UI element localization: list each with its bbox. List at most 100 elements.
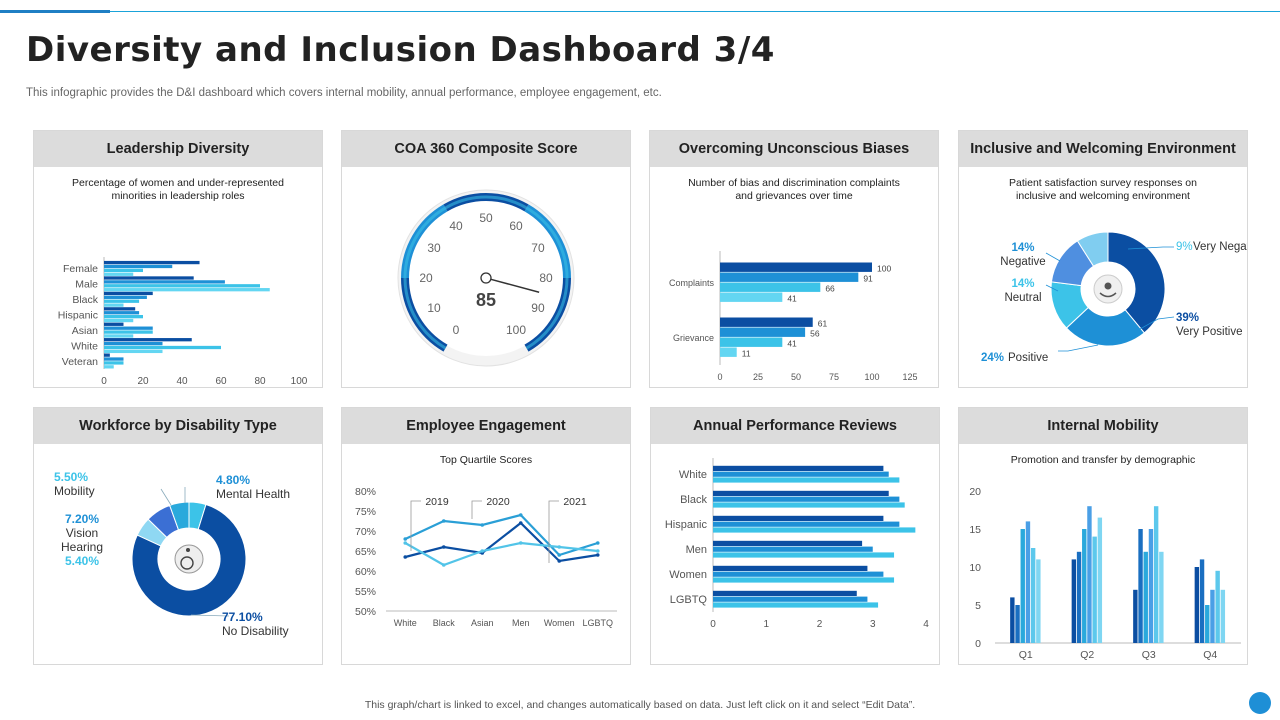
data-label: 61 xyxy=(818,318,828,328)
gauge-tick-label: 60 xyxy=(509,219,523,233)
bar xyxy=(1143,551,1148,643)
x-tick-label: Black xyxy=(433,618,456,628)
data-point xyxy=(441,519,446,523)
bar xyxy=(1036,559,1041,643)
series-line xyxy=(404,521,598,563)
slice-pct: 24% xyxy=(981,352,1004,364)
bar xyxy=(104,345,221,350)
bar xyxy=(104,326,153,330)
callout-line xyxy=(1139,316,1175,330)
gauge-tick-label: 70 xyxy=(531,241,545,255)
bar xyxy=(1199,559,1205,643)
callout-line xyxy=(548,500,559,563)
bar xyxy=(104,318,134,323)
x-tick-label: 3 xyxy=(870,619,876,630)
bar xyxy=(713,502,905,508)
callout-line xyxy=(1127,246,1174,250)
category-tick-label: Veteran xyxy=(62,356,98,368)
panel-title: Leadership Diversity xyxy=(34,131,322,167)
page-title: Diversity and Inclusion Dashboard 3/4 xyxy=(26,30,775,70)
bar xyxy=(713,471,889,477)
y-tick-label: 75% xyxy=(355,506,376,518)
bar xyxy=(104,268,143,273)
x-tick-label: Q2 xyxy=(1080,649,1094,661)
gauge-tick-label: 20 xyxy=(419,271,433,285)
callout-line xyxy=(1058,344,1099,352)
slice-label: Mental Health xyxy=(216,487,290,501)
chart-description: Percentage of women and under-represente… xyxy=(72,177,284,202)
data-point xyxy=(480,549,485,553)
category-tick-label: Male xyxy=(75,279,98,291)
bar xyxy=(1138,529,1143,643)
x-tick-label: Women xyxy=(544,618,575,628)
bar xyxy=(713,477,900,483)
data-point xyxy=(595,541,600,545)
bar xyxy=(713,571,884,577)
bar xyxy=(1025,521,1031,643)
y-tick-label: 15 xyxy=(969,524,981,536)
x-tick-label: 0 xyxy=(710,619,716,630)
wheelchair-icon-wheel xyxy=(180,556,194,570)
y-tick-label: 0 xyxy=(975,638,981,650)
panel-title: Inclusive and Welcoming Environment xyxy=(959,131,1247,167)
x-tick-label: 100 xyxy=(291,376,308,387)
panel-title: Internal Mobility xyxy=(959,408,1247,444)
category-tick-label: White xyxy=(679,469,707,481)
gauge-tick-label: 40 xyxy=(449,219,463,233)
inclusive-donut-chart[interactable]: 9%Very Negative 39% Very Positive 24% Positi… xyxy=(959,167,1247,387)
y-tick-label: 20 xyxy=(969,486,981,498)
panel-performance-reviews: Annual Performance Reviews White Black His… xyxy=(650,407,940,665)
mobility-chart[interactable]: 05101520Q1Q2Q3Q4VeteranLGBTQMenWomenWhit… xyxy=(959,444,1247,664)
bar xyxy=(713,577,895,583)
data-point xyxy=(403,541,408,545)
donut-slice xyxy=(1076,231,1109,267)
panel-title: Employee Engagement xyxy=(342,408,630,444)
bar xyxy=(720,337,783,347)
panel-leadership-diversity: Leadership Diversity Percentage of women… xyxy=(33,130,323,388)
x-tick-label: 1 xyxy=(763,619,769,630)
x-tick-label: 100 xyxy=(864,372,879,382)
panel-title: Annual Performance Reviews xyxy=(651,408,939,444)
bar xyxy=(713,527,916,533)
bar xyxy=(1205,605,1210,643)
data-point xyxy=(595,549,600,553)
performance-chart[interactable]: WhiteBlackHispanicMenWomenLGBTQ012342020… xyxy=(651,444,939,664)
bar xyxy=(1215,570,1220,643)
x-tick-label: Q4 xyxy=(1203,649,1217,661)
coa-gauge-chart[interactable]: 0 10 20 30 40 50 60 70 80 90 100 85 xyxy=(342,167,630,387)
x-tick-label: 25 xyxy=(753,372,763,382)
slice-pct: 9% xyxy=(1176,241,1193,253)
y-tick-label: 55% xyxy=(355,586,376,598)
bar xyxy=(104,365,114,369)
category-tick-label: Men xyxy=(686,544,707,556)
data-point xyxy=(441,563,446,567)
bar xyxy=(104,330,153,334)
slice-label: Mobility xyxy=(54,484,95,498)
bar xyxy=(1220,589,1226,643)
bar xyxy=(1210,589,1215,643)
category-tick-label: Asian xyxy=(72,325,98,337)
callout-line xyxy=(1045,252,1061,262)
bar xyxy=(1076,551,1082,643)
data-label: 11 xyxy=(742,348,751,358)
data-point xyxy=(557,553,562,557)
slice-pct: 7.20% xyxy=(65,512,99,526)
engagement-line-chart[interactable]: 50% 55% 60% 65% 70% 75% 80% White Black Asian Men W… xyxy=(342,444,630,664)
bar xyxy=(104,334,134,338)
bar xyxy=(104,272,134,276)
data-label: 100 xyxy=(877,263,891,273)
category-tick-label: Hispanic xyxy=(665,519,708,531)
y-tick-label: 80% xyxy=(355,486,376,498)
data-label: 91 xyxy=(863,273,873,283)
bar xyxy=(720,317,813,327)
disability-donut-chart[interactable]: 4.80%Mental Health 5.50%Mobility 7.20%Visi… xyxy=(34,444,322,664)
panel-coa-score: COA 360 Composite Score 0 10 20 30 40 50 60 70 8… xyxy=(341,130,631,388)
bar xyxy=(1030,548,1036,643)
category-tick-label: Black xyxy=(72,294,98,306)
gauge-band-highlight xyxy=(403,195,569,350)
y-tick-label: 65% xyxy=(355,546,376,558)
chart-description: Patient satisfaction survey responses on… xyxy=(1009,177,1197,202)
leadership-diversity-chart[interactable]: Female Male Black Hispanic Asian White Veteran… xyxy=(34,167,322,387)
top-rule xyxy=(0,11,1280,12)
